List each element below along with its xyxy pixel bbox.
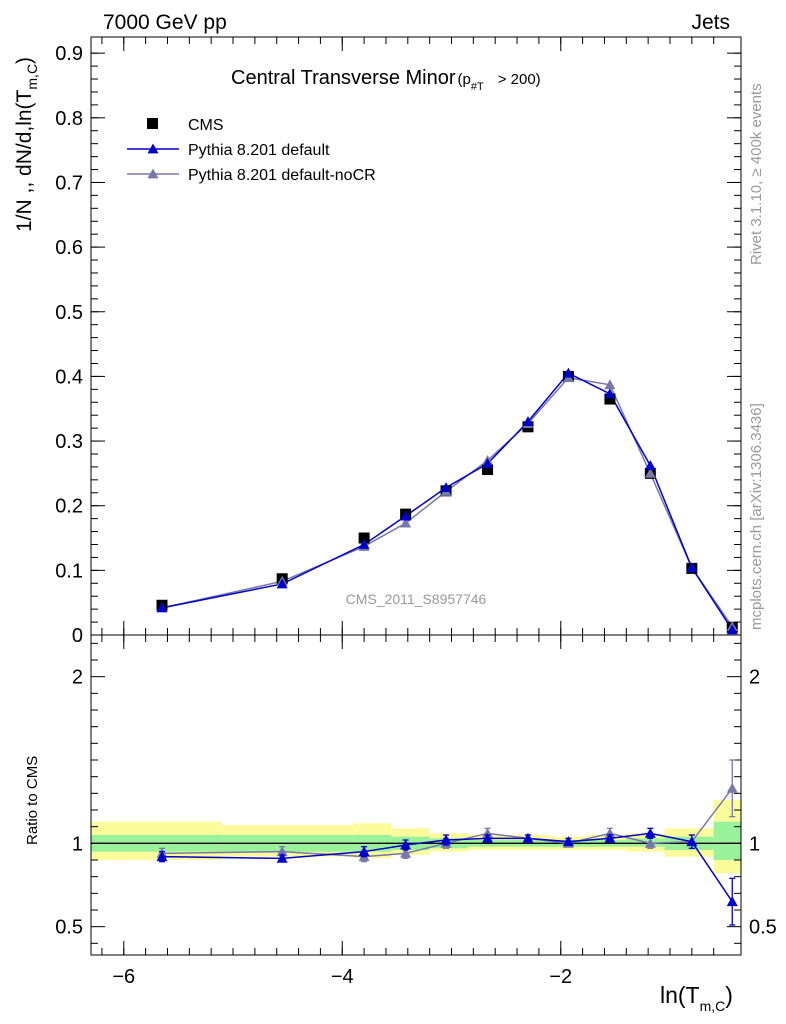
x-tick-label: −2 [549,966,572,988]
default-point [156,602,168,613]
ratio-default-point [358,846,370,857]
default-point [686,562,698,573]
default-point [644,460,656,471]
nocr-point [400,517,412,528]
ratio-tick-label-right: 0.5 [749,917,777,939]
default-point [726,624,738,635]
y-axis-label-sub: m,C [24,64,40,90]
cms-point [482,463,494,475]
y-tick-label: 0.8 [55,108,83,130]
cms-point [358,532,370,544]
main-series [156,367,738,635]
ratio-default-point [156,851,168,862]
ratio-series [156,759,738,926]
y-tick-label: 0 [72,625,83,647]
x-axis-ticks: −6 −4 −2 [101,37,715,988]
ratio-default-point [400,839,412,850]
y-tick-label: 0.1 [55,560,83,582]
cms-point [604,393,616,405]
series-nocr-line [161,376,733,628]
y-tick-label: 0.6 [55,237,83,259]
x-axis-label-sub: m,C [700,998,726,1014]
y-tick-label: 0.9 [55,43,83,65]
ratio-tick-label: 1 [72,833,83,855]
nocr-point [644,467,656,478]
x-axis-label: ln(Tm,C) [660,982,733,1014]
x-axis-label-close: ) [725,982,733,1008]
y-tick-label: 0.5 [55,302,83,324]
mcplots-label: mcplots.cern.ch [arXiv:1306.3436] [748,403,765,630]
default-point [400,510,412,521]
legend-marker [147,168,159,179]
title-sub: #T [471,81,484,93]
ratio-default-point [726,896,738,907]
legend-label: Pythia 8.201 default [188,142,330,159]
ratio-default-point [276,852,288,863]
ratio-default-point [522,832,534,843]
y-tick-label: 0.7 [55,172,83,194]
svg-text:Central Transverse Minor(p#T>: Central Transverse Minor (p#T > 200) [231,67,541,93]
series-default-line [161,372,733,631]
ratio-plot-frame [90,634,742,956]
x-tick-label: −6 [112,966,135,988]
ratio-nocr-point [276,846,288,857]
watermark: CMS_2011_S8957746 [346,591,487,607]
legend-label: Pythia 8.201 default-noCR [188,167,376,184]
ratio-panel: 0.5 0.5 1 1 2 2 [55,634,777,956]
ratio-default-point [644,827,656,838]
default-point [440,482,452,493]
ratio-tick-label: 2 [72,667,83,689]
y-axis-label-main: 1/N ,, dN/d,ln(T [13,89,36,232]
band-inner [713,821,741,860]
ratio-nocr-line [161,787,733,858]
default-point [522,416,534,427]
default-point [358,538,370,549]
default-point [562,367,574,378]
title-rest: > 200) [498,71,541,88]
main-panel: 0 0.1 0.2 0.3 0.4 0.5 0.6 0.7 0.8 0.9 [55,36,742,647]
ratio-tick-label-right: 1 [749,833,760,855]
y-axis-label-close: ) [13,57,36,64]
title-paren: (p [458,71,471,88]
ratio-default-point [604,832,616,843]
default-point [482,458,494,469]
ratio-tick-label: 0.5 [55,917,83,939]
plot-title: Central Transverse Minor (p#T > 200) [231,67,541,93]
legend-label: CMS [188,117,224,134]
ratio-nocr-point [400,847,412,858]
default-point [276,578,288,589]
title-main: Central Transverse Minor [231,67,456,89]
ratio-default-point [686,836,698,847]
y-axis-label: 1/N ,, dN/d,ln(Tm,C) [13,57,40,232]
legend-marker [147,143,159,154]
legend: CMS Pythia 8.201 default Pythia 8.201 defa… [127,117,376,184]
ratio-default-point [482,832,494,843]
ratio-default-line [161,832,733,903]
ratio-default-point [440,834,452,845]
ratio-axis-label: Ratio to CMS [24,756,41,845]
x-axis-label-main: ln(T [660,982,700,1008]
ratio-nocr-point [644,837,656,848]
y-tick-label: 0.3 [55,431,83,453]
y-tick-label: 0.2 [55,496,83,518]
nocr-point [604,379,616,390]
y-tick-label: 0.4 [55,366,83,388]
main-y-ticks: 0 0.1 0.2 0.3 0.4 0.5 0.6 0.7 0.8 0.9 [55,43,741,647]
ratio-nocr-point [726,782,738,793]
ratio-default-point [562,836,574,847]
rivet-label: Rivet 3.1.10, ≥ 400k events [748,83,765,265]
legend-marker-cms [147,118,158,129]
ratio-tick-label-right: 2 [749,667,760,689]
header-right: Jets [691,11,730,34]
header-left: 7000 GeV pp [103,11,227,34]
x-tick-label: −4 [331,966,354,988]
default-point [604,388,616,399]
ratio-y-ticks: 0.5 0.5 1 1 2 2 [55,642,777,944]
